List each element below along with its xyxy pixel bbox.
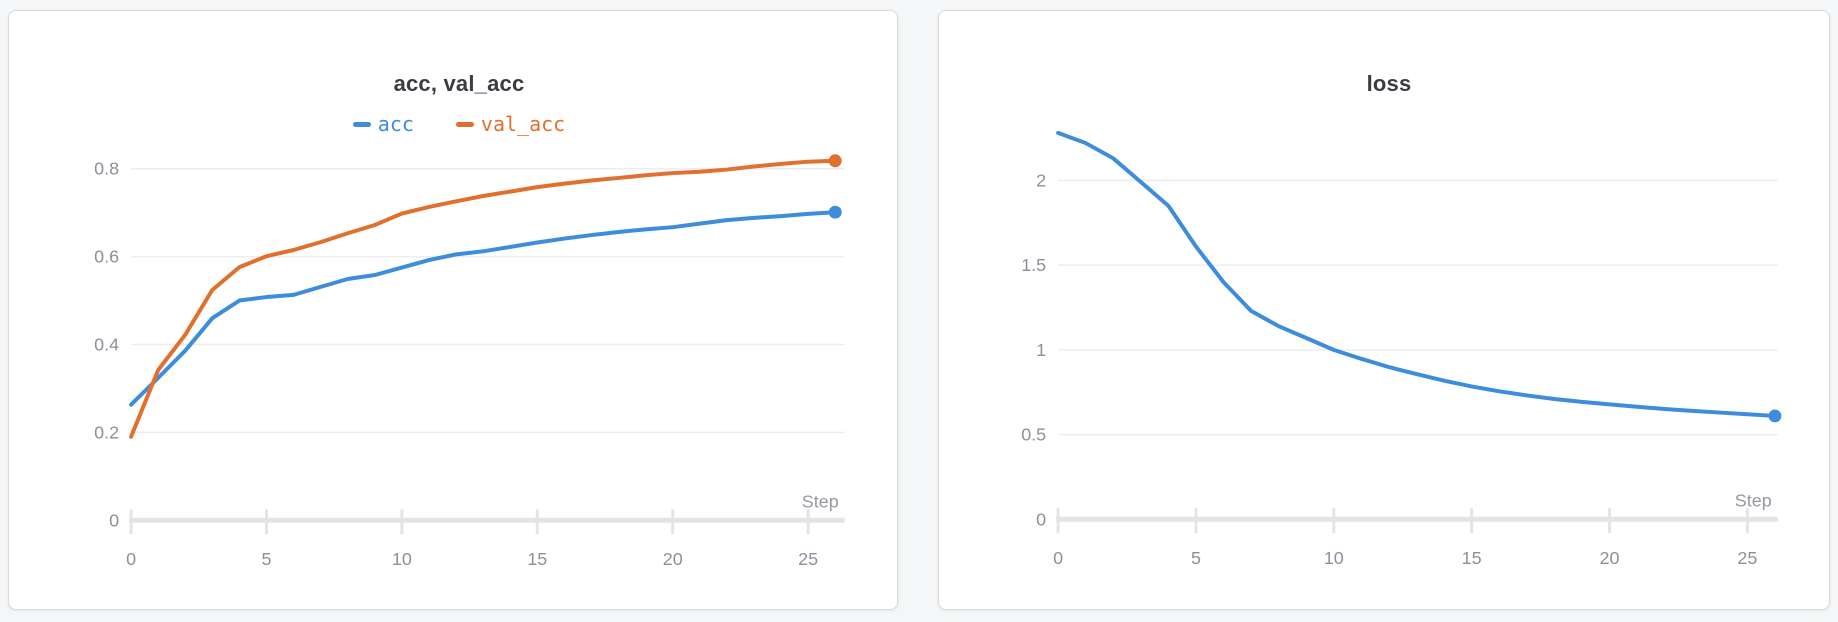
x-tick-label-5: 5 xyxy=(1191,548,1201,568)
x-axis-label: Step xyxy=(1735,490,1772,510)
y-tick-label-1: 1 xyxy=(1036,340,1046,360)
y-tick-label-0.4: 0.4 xyxy=(94,334,119,354)
x-tick-label-0: 0 xyxy=(1053,548,1063,568)
y-tick-label-0: 0 xyxy=(1036,509,1046,529)
series-line-acc xyxy=(129,210,838,407)
chart-panel-loss[interactable]: 0 0.5 1 1.5 2 0 5 10 15 20 25 Step loss xyxy=(938,10,1830,610)
y-tick-label-0.8: 0.8 xyxy=(94,159,119,179)
x-tick-label-10: 10 xyxy=(392,549,412,569)
x-tick-label-5: 5 xyxy=(261,549,271,569)
series-end-dot-loss xyxy=(1768,409,1782,423)
y-tick-label-0.6: 0.6 xyxy=(94,247,119,267)
y-tick-label-0.5: 0.5 xyxy=(1021,425,1046,445)
x-tick-label-25: 25 xyxy=(798,549,818,569)
chart-panel-acc-val-acc[interactable]: 0 0.2 0.4 0.6 0.8 0 5 10 15 20 25 Step acc, val_acc… xyxy=(8,10,898,610)
x-tick-label-0: 0 xyxy=(126,549,136,569)
y-tick-label-0: 0 xyxy=(109,510,119,530)
x-tick-label-20: 20 xyxy=(1600,548,1620,568)
series-line-loss xyxy=(1056,130,1777,418)
series-end-dot-acc xyxy=(828,205,842,219)
y-tick-label-0.2: 0.2 xyxy=(94,422,119,442)
x-axis-label: Step xyxy=(802,491,839,511)
x-tick-label-25: 25 xyxy=(1737,548,1757,568)
x-tick-label-15: 15 xyxy=(527,549,547,569)
line-chart-acc-val-acc[interactable]: 0 0.2 0.4 0.6 0.8 0 5 10 15 20 25 Step xyxy=(9,11,897,609)
series-line-val_acc xyxy=(129,158,838,439)
y-tick-label-1.5: 1.5 xyxy=(1021,255,1046,275)
x-tick-label-10: 10 xyxy=(1324,548,1344,568)
y-tick-label-2: 2 xyxy=(1036,170,1046,190)
x-tick-label-15: 15 xyxy=(1462,548,1482,568)
x-tick-label-20: 20 xyxy=(663,549,683,569)
series-end-dot-val_acc xyxy=(828,154,842,168)
